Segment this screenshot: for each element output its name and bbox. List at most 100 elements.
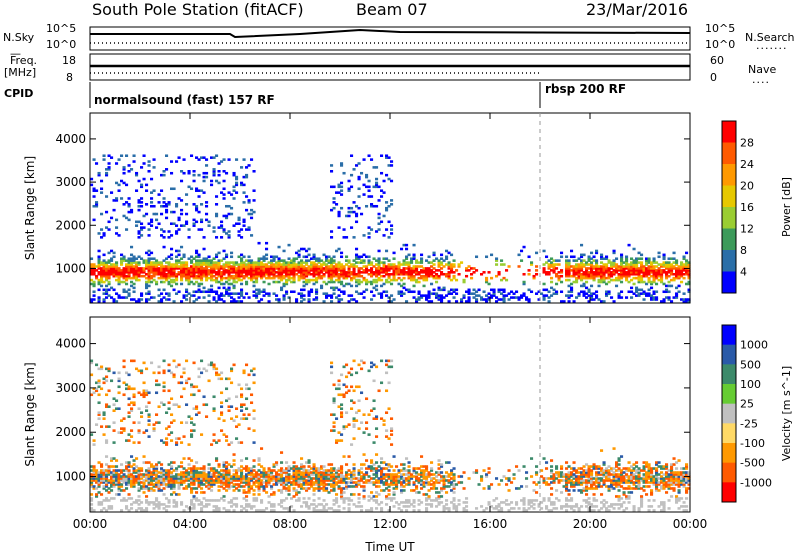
heatmap-cell: [397, 271, 401, 274]
heatmap-cell: [110, 286, 114, 290]
heatmap-cell: [145, 495, 149, 498]
heatmap-cell: [330, 261, 334, 264]
heatmap-cell: [245, 503, 249, 506]
heatmap-cell: [325, 257, 329, 260]
heatmap-cell: [360, 261, 364, 264]
heatmap-cell: [332, 399, 336, 403]
heatmap-cell: [587, 259, 591, 262]
heatmap-cell: [257, 292, 261, 295]
heatmap-cell: [232, 269, 236, 272]
heatmap-cell: [165, 411, 169, 414]
heatmap-cell: [292, 479, 296, 482]
heatmap-cell: [260, 471, 264, 474]
heatmap-cell: [195, 467, 199, 470]
heatmap-cell: [585, 263, 589, 266]
heatmap-cell: [255, 261, 259, 264]
heatmap-cell: [385, 206, 389, 210]
heatmap-cell: [150, 271, 154, 274]
heatmap-cell: [340, 469, 344, 472]
heatmap-cell: [332, 255, 336, 259]
heatmap-cell: [125, 477, 129, 480]
heatmap-cell: [442, 272, 446, 276]
heatmap-cell: [217, 417, 221, 420]
heatmap-cell: [335, 387, 339, 391]
heatmap-cell: [240, 477, 244, 480]
heatmap-cell: [372, 280, 376, 284]
heatmap-cell: [245, 475, 249, 478]
freq-unit: [MHz]: [4, 66, 37, 79]
heatmap-cell: [555, 292, 559, 295]
heatmap-cell: [162, 473, 166, 476]
heatmap-cell: [635, 294, 639, 297]
heatmap-cell: [210, 361, 214, 365]
heatmap-cell: [195, 475, 199, 478]
heatmap-cell: [170, 263, 174, 266]
heatmap-cell: [332, 206, 336, 210]
heatmap-cell: [232, 459, 236, 462]
heatmap-cell: [602, 274, 606, 278]
heatmap-cell: [155, 481, 159, 484]
heatmap-cell: [362, 158, 366, 161]
heatmap-cell: [120, 197, 124, 200]
heatmap-cell: [242, 220, 246, 224]
heatmap-cell: [382, 489, 386, 492]
heatmap-cell: [515, 296, 519, 299]
heatmap-cell: [560, 269, 564, 272]
heatmap-cell: [135, 274, 139, 278]
heatmap-cell: [600, 274, 604, 278]
heatmap-cell: [317, 497, 321, 500]
heatmap-cell: [177, 272, 181, 276]
heatmap-cell: [330, 429, 334, 432]
heatmap-cell: [407, 271, 411, 274]
heatmap-cell: [137, 232, 141, 235]
heatmap-cell: [347, 261, 351, 264]
heatmap-cell: [657, 251, 661, 255]
heatmap-cell: [310, 471, 314, 474]
heatmap-cell: [292, 272, 296, 276]
heatmap-cell: [160, 473, 164, 476]
heatmap-cell: [227, 292, 231, 295]
heatmap-cell: [355, 477, 359, 480]
heatmap-cell: [207, 475, 211, 478]
heatmap-cell: [325, 263, 329, 266]
heatmap-cell: [177, 267, 181, 270]
heatmap-cell: [457, 265, 461, 268]
heatmap-cell: [230, 300, 234, 303]
heatmap-cell: [302, 280, 306, 284]
heatmap-cell: [262, 471, 266, 474]
heatmap-cell: [120, 463, 124, 466]
heatmap-cell: [232, 485, 236, 488]
heatmap-cell: [327, 473, 331, 476]
heatmap-cell: [90, 499, 94, 502]
heatmap-cell: [632, 276, 636, 280]
heatmap-cell: [267, 475, 271, 478]
heatmap-cell: [90, 493, 94, 496]
heatmap-cell: [357, 177, 361, 181]
heatmap-cell: [255, 267, 259, 270]
heatmap-cell: [172, 272, 176, 276]
heatmap-cell: [340, 162, 344, 165]
heatmap-cell: [117, 487, 121, 490]
heatmap-cell: [137, 475, 141, 478]
heatmap-cell: [167, 401, 171, 405]
heatmap-cell: [105, 475, 109, 478]
heatmap-cell: [420, 261, 424, 264]
heatmap-cell: [217, 173, 221, 177]
power-heatmap-cells: [90, 154, 691, 303]
heatmap-cell: [212, 296, 216, 299]
heatmap-cell: [282, 276, 286, 280]
heatmap-cell: [242, 479, 246, 482]
heatmap-cell: [415, 271, 419, 274]
heatmap-cell: [592, 298, 596, 301]
heatmap-cell: [102, 300, 106, 303]
heatmap-cell: [307, 471, 311, 474]
heatmap-cell: [167, 483, 171, 486]
heatmap-cell: [165, 274, 169, 278]
heatmap-cell: [285, 487, 289, 490]
heatmap-cell: [195, 265, 199, 268]
heatmap-cell: [100, 367, 104, 371]
heatmap-cell: [375, 185, 379, 189]
heatmap-cell: [95, 203, 99, 206]
heatmap-cell: [282, 263, 286, 266]
